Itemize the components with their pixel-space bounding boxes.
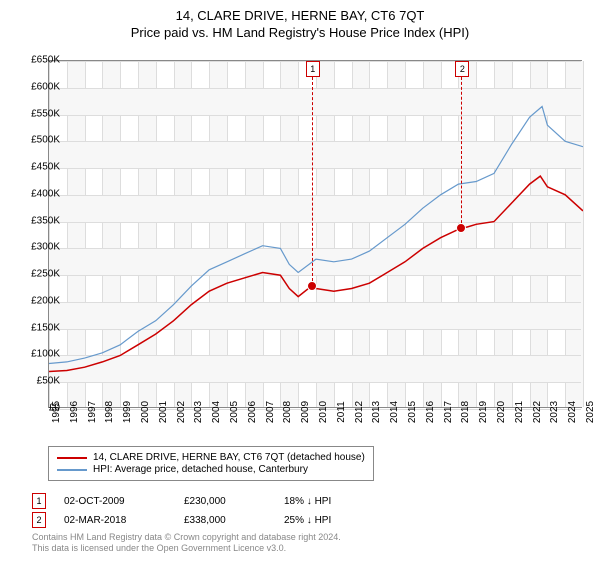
legend-item: HPI: Average price, detached house, Cant… — [57, 464, 365, 475]
footer-line: Contains HM Land Registry data © Crown c… — [32, 532, 341, 543]
chart-lines — [49, 61, 583, 409]
event-date: 02-OCT-2009 — [64, 496, 184, 507]
legend: 14, CLARE DRIVE, HERNE BAY, CT6 7QT (det… — [48, 446, 374, 481]
footer-line: This data is licensed under the Open Gov… — [32, 543, 341, 554]
chart-area: 12 — [48, 60, 582, 408]
footer: Contains HM Land Registry data © Crown c… — [32, 532, 341, 555]
events-table: 1 02-OCT-2009 £230,000 18% ↓ HPI 2 02-MA… — [32, 490, 331, 531]
legend-item: 14, CLARE DRIVE, HERNE BAY, CT6 7QT (det… — [57, 452, 365, 463]
event-row: 1 02-OCT-2009 £230,000 18% ↓ HPI — [32, 493, 331, 509]
chart-title: 14, CLARE DRIVE, HERNE BAY, CT6 7QT — [0, 8, 600, 23]
event-diff: 18% ↓ HPI — [284, 496, 331, 507]
legend-label: 14, CLARE DRIVE, HERNE BAY, CT6 7QT (det… — [93, 452, 365, 463]
legend-swatch — [57, 457, 87, 459]
chart-container: 14, CLARE DRIVE, HERNE BAY, CT6 7QT Pric… — [0, 8, 600, 568]
event-marker-box: 2 — [32, 512, 46, 528]
x-axis-label: 2025 — [585, 401, 596, 423]
event-row: 2 02-MAR-2018 £338,000 25% ↓ HPI — [32, 512, 331, 528]
chart-subtitle: Price paid vs. HM Land Registry's House … — [0, 25, 600, 40]
chart-marker-box: 2 — [455, 61, 469, 77]
legend-swatch — [57, 469, 87, 471]
legend-label: HPI: Average price, detached house, Cant… — [93, 464, 308, 475]
chart-marker-box: 1 — [306, 61, 320, 77]
plot-region: 12 — [48, 60, 582, 408]
event-price: £338,000 — [184, 515, 284, 526]
event-marker-box: 1 — [32, 493, 46, 509]
event-diff: 25% ↓ HPI — [284, 515, 331, 526]
event-date: 02-MAR-2018 — [64, 515, 184, 526]
event-price: £230,000 — [184, 496, 284, 507]
